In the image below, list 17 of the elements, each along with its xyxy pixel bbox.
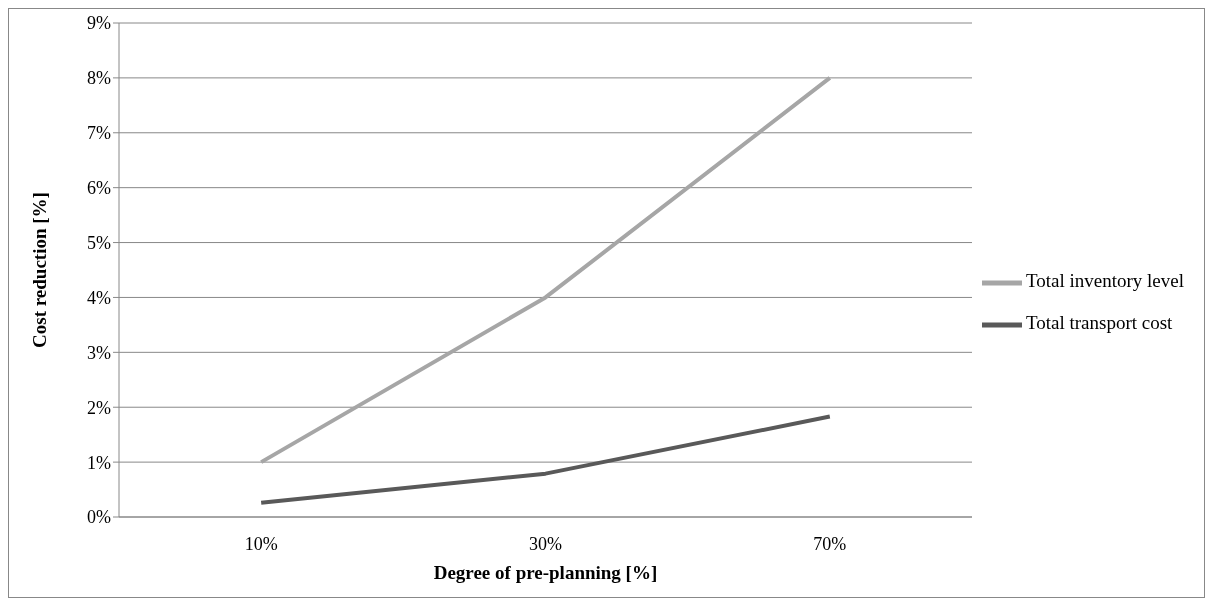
y-tick-label: 6%	[87, 178, 111, 199]
y-tick-label: 2%	[87, 397, 111, 418]
y-tick-label: 7%	[87, 123, 111, 144]
y-axis-title: Cost reduction [%]	[28, 192, 50, 348]
legend-label: Total inventory level	[1025, 270, 1184, 292]
x-tick-label: 10%	[244, 533, 278, 554]
x-tick-label: 30%	[528, 533, 562, 554]
y-tick-label: 9%	[87, 13, 111, 34]
y-tick-label: 5%	[87, 232, 111, 253]
y-tick-label: 8%	[87, 68, 111, 89]
x-axis-title: Degree of pre-planning [%]	[433, 562, 658, 583]
y-tick-label: 3%	[87, 342, 111, 363]
x-tick-label: 70%	[813, 533, 847, 554]
y-tick-label: 0%	[87, 507, 111, 528]
y-tick-label: 4%	[87, 287, 111, 308]
legend-label: Total transport cost	[1025, 312, 1173, 333]
y-tick-label: 1%	[87, 452, 111, 473]
